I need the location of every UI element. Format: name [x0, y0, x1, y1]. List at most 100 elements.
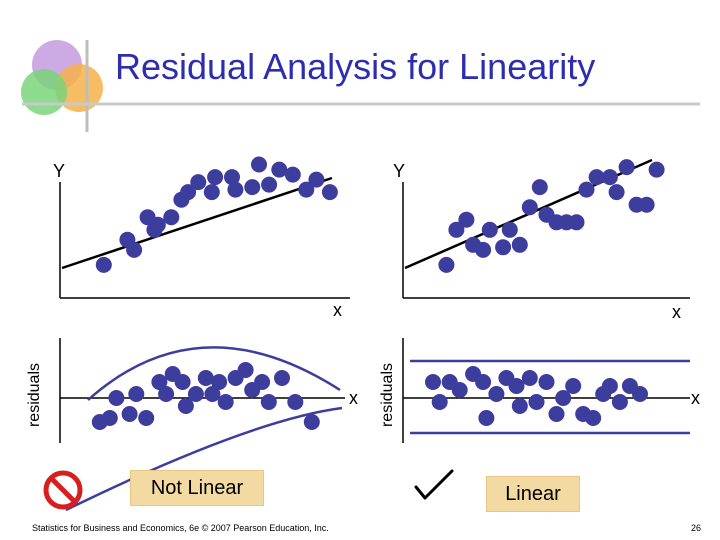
data-point: [648, 161, 665, 178]
data-point: [601, 169, 618, 186]
right-top-scatter-panel: Yx: [393, 158, 690, 322]
data-point: [227, 181, 244, 198]
data-point: [224, 169, 240, 186]
data-point: [438, 256, 455, 273]
footer-citation: Statistics for Business and Economics, 6…: [32, 523, 329, 533]
data-point: [211, 374, 228, 390]
data-point: [451, 382, 468, 398]
data-point: [521, 199, 538, 216]
data-point: [321, 184, 338, 201]
data-point: [207, 169, 224, 186]
data-point: [187, 386, 204, 402]
x-axis-label: x: [349, 388, 358, 408]
data-point: [163, 209, 180, 226]
data-point: [261, 176, 278, 193]
logo-circle-orange: [55, 64, 103, 112]
x-axis-label: x: [691, 388, 700, 408]
data-point: [180, 184, 197, 201]
left-bottom-residual-panel: residuals x: [26, 338, 358, 512]
data-point: [555, 390, 572, 406]
data-point: [475, 241, 492, 258]
data-point: [521, 370, 538, 386]
data-point: [425, 374, 441, 390]
data-point: [308, 171, 325, 188]
data-point: [95, 256, 112, 273]
data-point: [611, 394, 628, 410]
x-axis-label: x: [333, 300, 342, 320]
data-point: [174, 374, 191, 390]
data-point: [601, 378, 618, 394]
data-point: [578, 181, 595, 198]
page-number: 26: [691, 523, 702, 533]
data-point: [508, 378, 525, 394]
data-point: [488, 386, 505, 402]
checkmark-icon: [414, 469, 454, 500]
data-point: [448, 221, 465, 238]
not-linear-label: Not Linear: [130, 470, 264, 506]
data-point: [568, 214, 585, 231]
data-point: [298, 181, 315, 198]
data-point: [204, 386, 221, 402]
data-point: [495, 239, 512, 256]
data-point: [244, 179, 261, 196]
data-point: [126, 241, 143, 258]
data-point: [251, 156, 267, 173]
right-bottom-residual-panel: residuals x: [379, 338, 700, 443]
data-point: [548, 406, 565, 422]
data-point: [271, 161, 288, 178]
data-point: [475, 374, 492, 390]
upper-curve: [87, 346, 341, 401]
data-point: [638, 196, 655, 213]
data-point: [121, 406, 138, 422]
y-axis-label: residuals: [379, 363, 396, 427]
data-point: [511, 236, 528, 253]
page-title: Residual Analysis for Linearity: [115, 46, 596, 87]
data-point: [618, 159, 635, 176]
data-point: [190, 174, 207, 191]
linear-label: Linear: [486, 476, 580, 512]
data-point: [237, 362, 254, 378]
data-point: [608, 184, 625, 201]
data-point: [138, 410, 155, 426]
prohibition-icon: [43, 470, 83, 510]
data-point: [303, 414, 320, 430]
data-point: [284, 166, 301, 183]
data-point: [254, 374, 271, 390]
data-point: [203, 184, 220, 201]
data-point: [431, 394, 448, 410]
data-point: [632, 386, 648, 402]
data-point: [101, 410, 118, 426]
data-point: [149, 216, 166, 233]
y-axis-label: Y: [53, 161, 65, 181]
data-point: [197, 370, 214, 386]
data-point: [217, 394, 234, 410]
data-point: [260, 394, 277, 410]
data-point: [511, 398, 528, 414]
data-point: [458, 211, 475, 228]
data-point: [151, 374, 168, 390]
data-point: [274, 370, 290, 386]
decorative-logo: [21, 40, 700, 132]
x-axis-label: x: [672, 302, 681, 322]
data-point: [531, 179, 548, 196]
data-point: [585, 410, 602, 426]
data-point: [128, 386, 145, 402]
data-point: [478, 410, 495, 426]
lower-curve: [65, 406, 343, 512]
left-top-scatter-panel: Yx: [53, 156, 350, 320]
y-axis-label: residuals: [26, 363, 43, 427]
data-point: [565, 378, 582, 394]
y-axis-label: Y: [393, 161, 405, 181]
data-point: [538, 374, 555, 390]
data-point: [588, 169, 605, 186]
data-point: [481, 221, 498, 238]
data-point: [501, 221, 518, 238]
data-point: [108, 390, 125, 406]
logo-circle-green: [21, 69, 67, 115]
fit-line: [61, 176, 333, 270]
data-point: [287, 394, 304, 410]
data-point: [177, 398, 194, 414]
data-point: [158, 386, 175, 402]
data-point: [528, 394, 545, 410]
